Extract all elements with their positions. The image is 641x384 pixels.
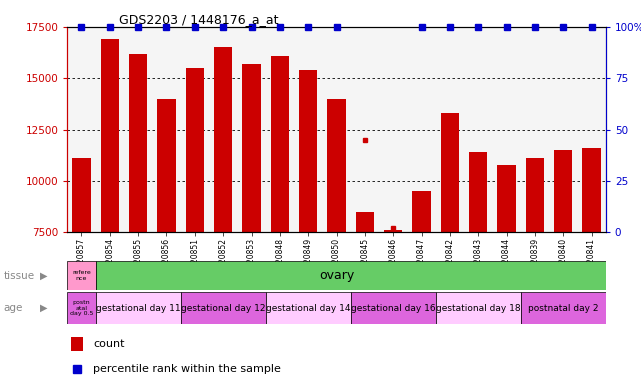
Bar bbox=[497, 164, 516, 384]
Bar bbox=[356, 212, 374, 384]
Text: gestational day 16: gestational day 16 bbox=[351, 304, 435, 313]
Bar bbox=[469, 152, 487, 384]
Bar bbox=[412, 191, 431, 384]
Text: refere
nce: refere nce bbox=[72, 270, 91, 281]
Text: count: count bbox=[93, 339, 124, 349]
Bar bbox=[440, 113, 459, 384]
Text: gestational day 12: gestational day 12 bbox=[181, 304, 265, 313]
Bar bbox=[271, 56, 289, 384]
Text: tissue: tissue bbox=[3, 270, 35, 281]
Text: ▶: ▶ bbox=[40, 303, 47, 313]
Bar bbox=[71, 337, 83, 351]
Text: ▶: ▶ bbox=[40, 270, 47, 281]
Bar bbox=[157, 99, 176, 384]
Bar bbox=[67, 292, 96, 324]
Bar bbox=[520, 292, 606, 324]
Text: postn
atal
day 0.5: postn atal day 0.5 bbox=[70, 300, 93, 316]
Bar bbox=[265, 292, 351, 324]
Bar bbox=[101, 39, 119, 384]
Text: GDS2203 / 1448176_a_at: GDS2203 / 1448176_a_at bbox=[119, 13, 278, 26]
Bar bbox=[72, 158, 90, 384]
Bar bbox=[96, 292, 181, 324]
Bar bbox=[328, 99, 345, 384]
Bar bbox=[214, 47, 233, 384]
Text: postnatal day 2: postnatal day 2 bbox=[528, 304, 599, 313]
Text: percentile rank within the sample: percentile rank within the sample bbox=[93, 364, 281, 374]
Bar bbox=[351, 292, 436, 324]
Bar bbox=[384, 230, 403, 384]
Bar bbox=[242, 64, 261, 384]
Text: gestational day 11: gestational day 11 bbox=[96, 304, 181, 313]
Text: age: age bbox=[3, 303, 22, 313]
Bar bbox=[554, 150, 572, 384]
Bar bbox=[436, 292, 520, 324]
Text: ovary: ovary bbox=[319, 269, 354, 282]
Bar bbox=[526, 158, 544, 384]
Bar bbox=[67, 261, 96, 290]
Bar bbox=[181, 292, 265, 324]
Bar bbox=[186, 68, 204, 384]
Bar bbox=[299, 70, 317, 384]
Text: gestational day 18: gestational day 18 bbox=[436, 304, 520, 313]
Bar bbox=[129, 54, 147, 384]
Bar bbox=[583, 148, 601, 384]
Text: gestational day 14: gestational day 14 bbox=[266, 304, 351, 313]
